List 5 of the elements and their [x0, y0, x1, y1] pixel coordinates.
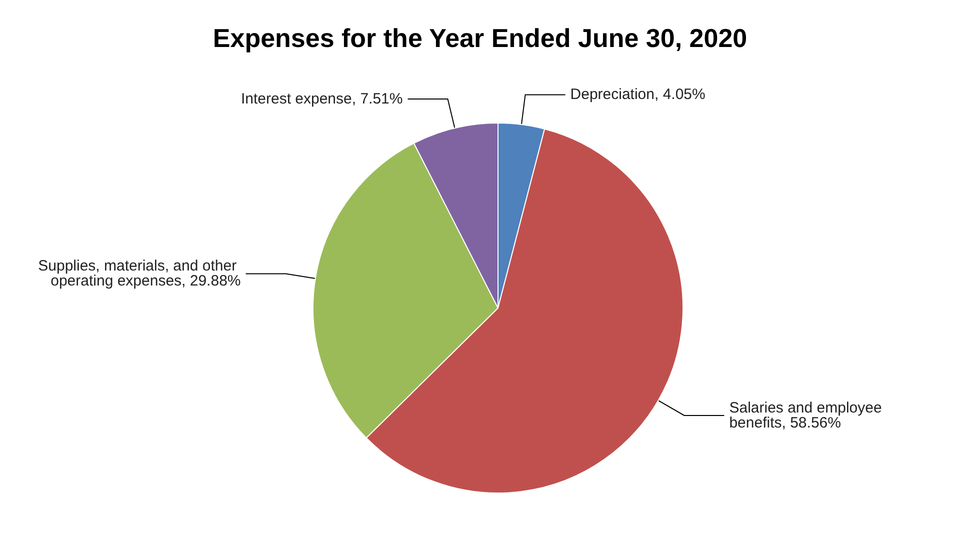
slice-label: Salaries and employee benefits, 58.56%: [729, 399, 886, 432]
slice-label: Supplies, materials, and other operating expenses, 29.88%: [38, 258, 241, 290]
slice-label: Depreciation, 4.05%: [570, 86, 706, 104]
chart-title: Expenses for the Year Ended June 30, 2020: [212, 23, 748, 53]
slice-label: Interest expense, 7.51%: [240, 90, 403, 108]
